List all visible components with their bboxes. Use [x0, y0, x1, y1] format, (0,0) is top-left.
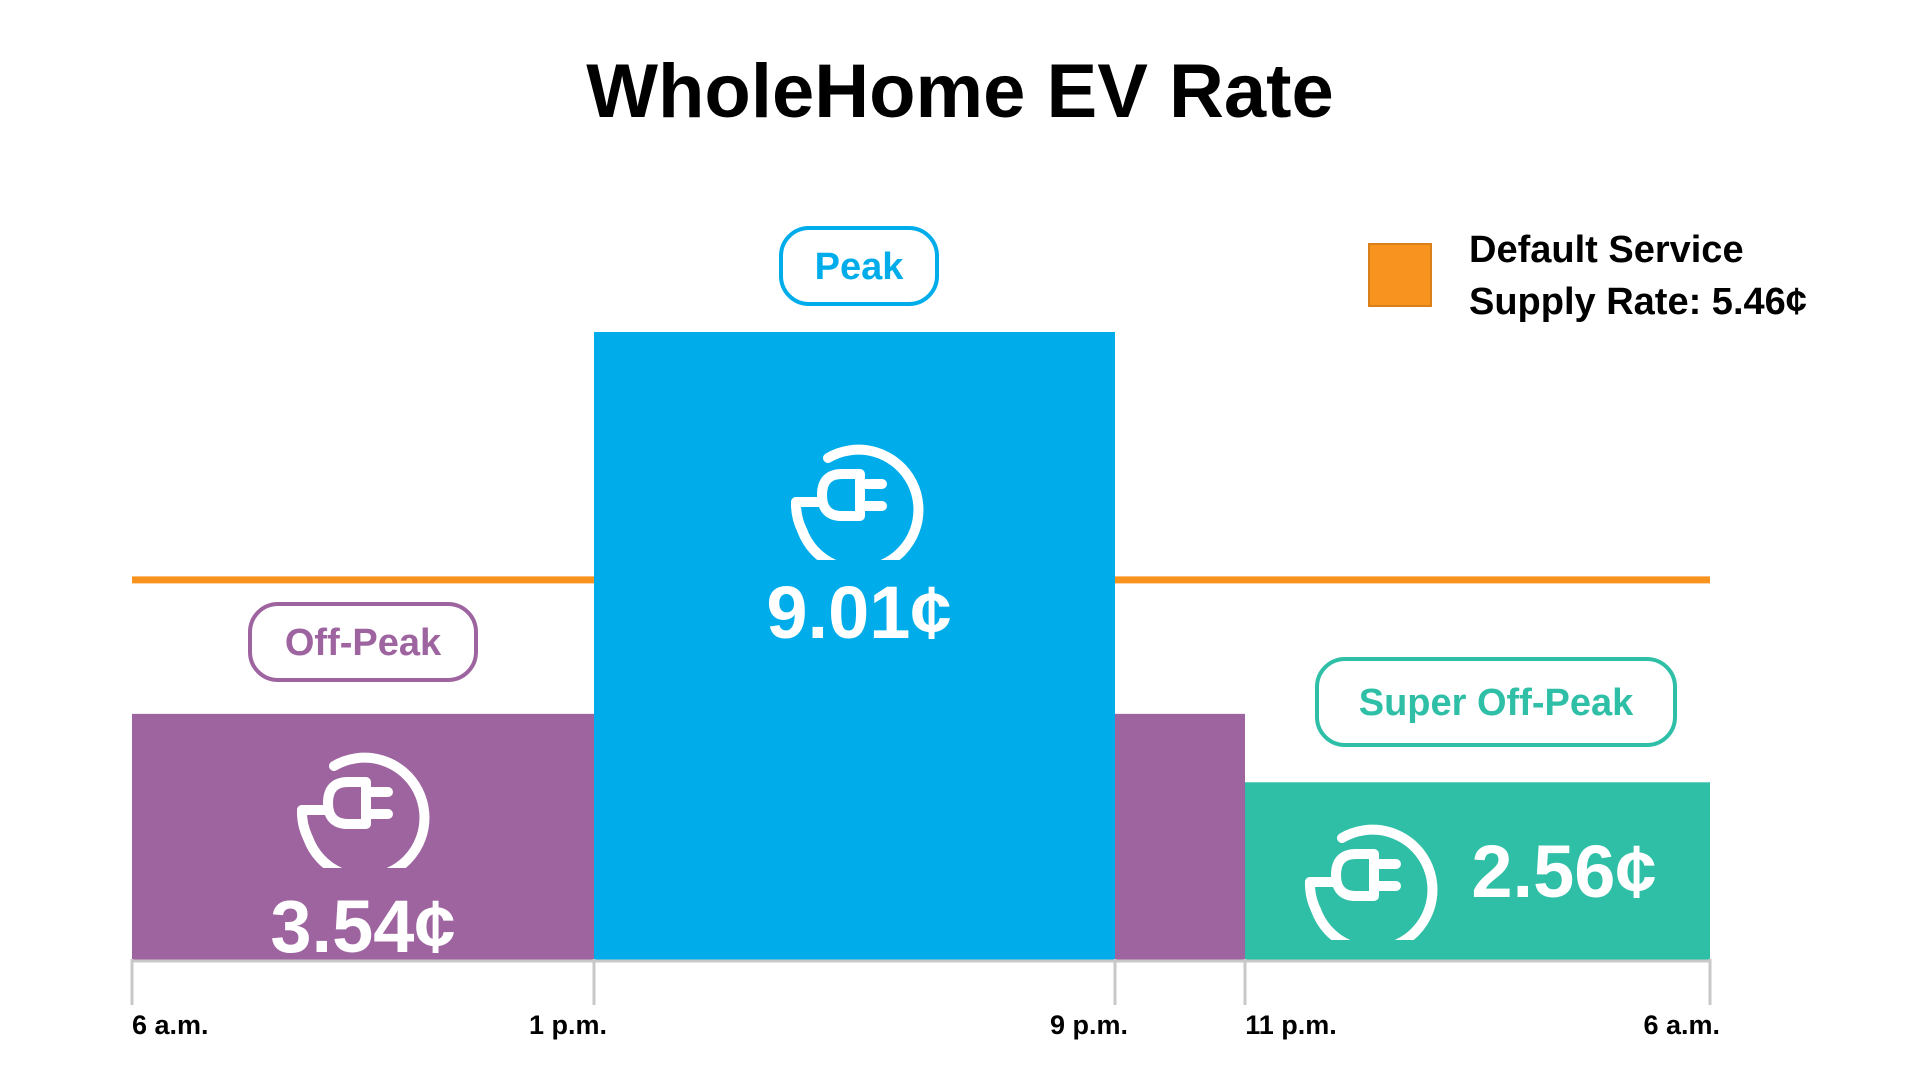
off-peak-pill: [248, 602, 478, 682]
peak-value-label: 9.01¢: [766, 571, 951, 654]
peak-pill-text: Peak: [815, 246, 905, 288]
peak-bar: [594, 332, 1115, 961]
peak-label: Peak: [779, 226, 939, 306]
off-peak-pill-text: Off-Peak: [285, 622, 442, 664]
off-peak-value-label: 3.54¢: [270, 885, 455, 968]
super-off-peak-value-label: 2.56¢: [1471, 830, 1656, 913]
legend-line-2: Supply Rate: 5.46¢: [1469, 281, 1807, 323]
x-tick-label: 9 p.m.: [1050, 1010, 1128, 1040]
x-tick-label: 6 a.m.: [132, 1010, 209, 1040]
chart-title: WholeHome EV Rate: [586, 49, 1333, 134]
super-off-peak-pill: [1315, 657, 1677, 747]
off-peak-label: Off-Peak: [248, 602, 478, 682]
legend-line-1: Default Service: [1469, 229, 1744, 271]
super-off-peak-label: Super Off-Peak: [1315, 657, 1677, 747]
x-tick-label: 1 p.m.: [529, 1010, 607, 1040]
off-peak-bar-evening: [1115, 713, 1245, 961]
peak-pill: [779, 226, 939, 306]
legend: Default Service Supply Rate: 5.46¢: [1368, 229, 1807, 323]
super-off-peak-pill-text: Super Off-Peak: [1359, 682, 1634, 724]
x-tick-label: 6 a.m.: [1643, 1010, 1720, 1040]
legend-swatch: [1368, 243, 1432, 307]
x-tick-label: 11 p.m.: [1245, 1010, 1337, 1040]
